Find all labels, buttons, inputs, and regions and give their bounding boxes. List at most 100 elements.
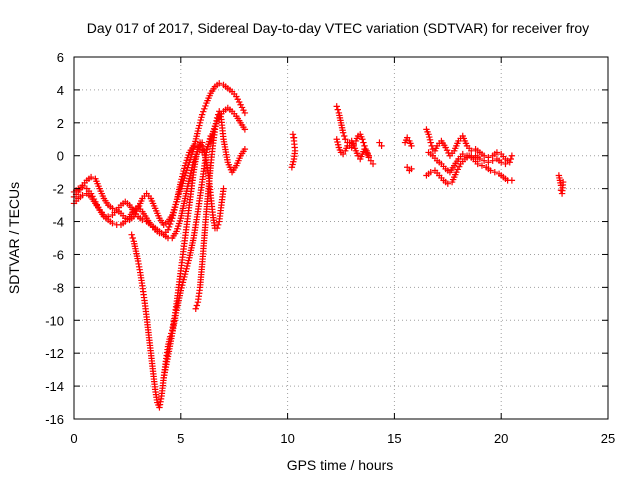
data-point — [333, 103, 340, 110]
data-point — [289, 131, 297, 138]
data-point — [180, 167, 187, 175]
data-point — [192, 305, 199, 312]
data-point — [203, 146, 211, 153]
data-point — [164, 226, 172, 233]
data-point — [241, 145, 249, 153]
data-point — [425, 131, 432, 138]
y-tick-label: 6 — [57, 50, 64, 65]
data-point — [498, 159, 505, 166]
data-point — [559, 178, 567, 186]
data-point — [220, 185, 227, 192]
data-point — [172, 201, 180, 208]
x-tick-label: 25 — [601, 431, 615, 446]
data-point — [194, 127, 202, 135]
data-points — [70, 80, 567, 411]
data-point — [455, 163, 463, 170]
data-point — [196, 122, 203, 129]
data-point — [478, 162, 486, 169]
y-tick-label: -8 — [52, 280, 64, 295]
data-point — [171, 206, 178, 214]
data-point — [179, 281, 186, 289]
data-point — [109, 205, 116, 212]
x-axis-label: GPS time / hours — [287, 457, 394, 473]
data-point — [177, 287, 184, 294]
data-point — [378, 142, 385, 150]
data-point — [508, 177, 516, 184]
data-point — [359, 136, 366, 143]
data-point — [100, 211, 108, 219]
data-point — [206, 135, 214, 142]
data-point — [195, 125, 202, 132]
data-point — [203, 149, 210, 156]
data-point — [354, 152, 362, 159]
data-point — [480, 157, 488, 164]
data-point — [214, 221, 222, 229]
data-point — [79, 192, 86, 199]
data-point — [341, 132, 348, 140]
data-point — [216, 110, 224, 118]
data-point — [87, 173, 95, 181]
data-point — [128, 231, 135, 238]
data-point — [454, 166, 461, 173]
data-point — [369, 160, 377, 168]
data-point — [109, 219, 116, 227]
y-tick-label: -14 — [45, 379, 64, 394]
data-point — [367, 157, 375, 164]
plot-frame — [73, 56, 609, 420]
data-point — [443, 147, 451, 154]
data-point — [404, 164, 411, 171]
data-point — [459, 150, 466, 158]
data-point — [342, 136, 349, 143]
y-tick-label: 0 — [57, 149, 64, 164]
data-point — [333, 136, 340, 143]
y-tick-label: -2 — [52, 182, 64, 197]
data-point — [339, 150, 347, 158]
data-point — [201, 105, 208, 113]
data-point — [216, 80, 223, 87]
grid — [74, 57, 608, 419]
data-point — [289, 161, 296, 168]
data-point — [426, 136, 434, 144]
y-tick-label: 4 — [57, 83, 64, 98]
data-point — [202, 102, 209, 110]
data-point — [288, 164, 296, 171]
data-point — [178, 284, 185, 292]
data-point — [216, 108, 223, 115]
data-point — [217, 113, 224, 120]
data-point — [493, 149, 501, 156]
data-point — [178, 176, 185, 183]
data-point — [491, 168, 498, 176]
data-point — [474, 160, 481, 168]
data-point — [207, 132, 214, 140]
data-point — [206, 138, 213, 145]
data-point — [194, 145, 202, 153]
data-point — [444, 180, 451, 187]
data-point — [213, 114, 221, 122]
data-point — [170, 209, 177, 216]
data-point — [334, 106, 341, 113]
data-point — [104, 213, 112, 220]
data-point — [198, 111, 206, 118]
data-point — [463, 152, 471, 159]
y-axis-label: SDTVAR / TECUs — [6, 182, 22, 294]
y-tick-label: -12 — [45, 346, 64, 361]
data-point — [167, 217, 175, 225]
y-tick-label: -10 — [45, 313, 64, 328]
data-point — [169, 215, 176, 222]
data-point — [408, 165, 415, 173]
data-point — [365, 152, 372, 159]
data-point — [334, 138, 341, 146]
data-point — [487, 167, 494, 174]
data-point — [181, 271, 189, 278]
data-point — [507, 155, 515, 163]
data-point — [179, 170, 187, 178]
data-point — [290, 158, 297, 165]
y-tick-label: -16 — [45, 412, 64, 427]
data-point — [408, 142, 415, 150]
data-point — [184, 260, 192, 267]
data-point — [235, 98, 243, 106]
data-point — [186, 175, 193, 182]
data-point — [241, 109, 249, 117]
data-point — [198, 142, 206, 150]
